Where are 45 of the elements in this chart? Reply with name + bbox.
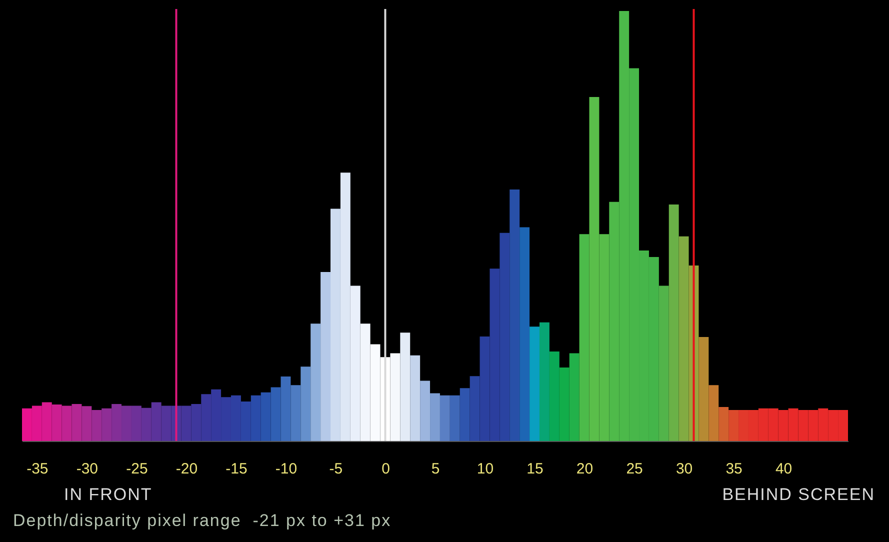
bar: [569, 353, 580, 441]
bar: [718, 407, 729, 441]
x-tick-label: -20: [176, 460, 198, 478]
bar: [520, 227, 530, 441]
x-tick-label: -35: [26, 460, 48, 478]
bar: [310, 324, 321, 441]
text: Depth/disparity pixel range -21 px to +31 px: [13, 511, 392, 530]
bar: [530, 326, 540, 441]
bar: [510, 189, 520, 441]
bar: [410, 355, 420, 441]
bar: [539, 322, 550, 441]
x-tick-label: 25: [626, 460, 643, 478]
bar: [579, 234, 590, 441]
x-tick-label: -10: [275, 460, 298, 478]
bar: [420, 380, 430, 441]
x-tick-label: -15: [226, 460, 248, 478]
bar: [290, 385, 301, 441]
x-tick-label: 20: [576, 460, 594, 478]
bar: [658, 286, 669, 441]
text: IN FRONT: [64, 485, 152, 504]
x-tick-label: 5: [431, 460, 440, 478]
x-tick-label: 30: [676, 460, 693, 478]
x-tick-label: -25: [126, 460, 148, 478]
x-tick-label: 15: [526, 460, 544, 478]
x-tick-label: -30: [76, 460, 98, 478]
x-tick-label: 0: [382, 460, 390, 478]
bar: [678, 236, 689, 441]
bar: [728, 410, 739, 441]
bar: [698, 336, 709, 441]
bar: [450, 395, 460, 441]
bar: [400, 332, 410, 441]
text: BEHIND SCREEN: [722, 485, 875, 504]
x-tick-label: 10: [476, 460, 494, 478]
bar: [320, 272, 331, 441]
bar: [300, 366, 311, 441]
bar: [330, 208, 340, 441]
bar: [460, 388, 470, 441]
bar: [430, 393, 440, 441]
x-tick-label: 40: [775, 460, 792, 478]
x-tick-label: 35: [726, 460, 742, 478]
bar: [668, 204, 679, 441]
x-tick-label: -5: [329, 460, 343, 478]
bar: [440, 395, 450, 441]
bar: [708, 385, 719, 441]
bar: [280, 376, 291, 441]
